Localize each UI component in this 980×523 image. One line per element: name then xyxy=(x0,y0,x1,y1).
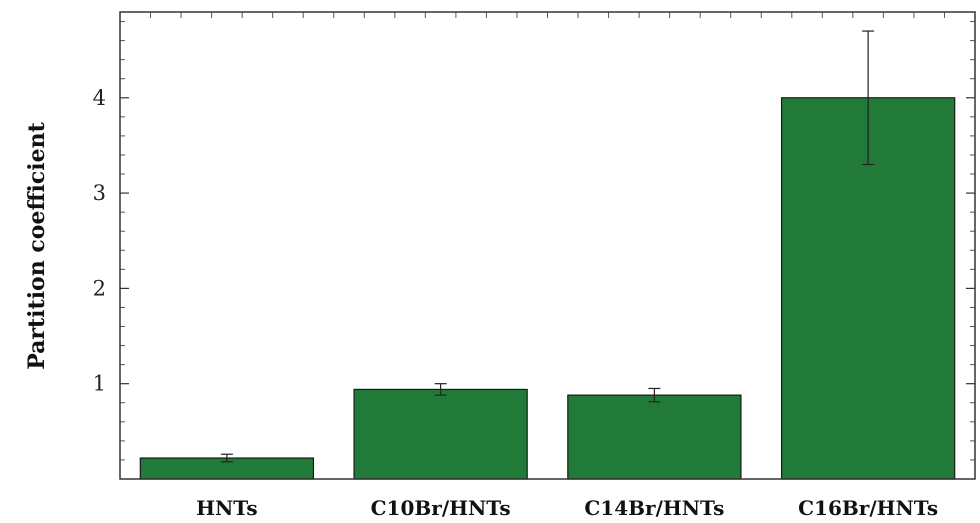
y-tick-label: 2 xyxy=(93,276,106,300)
y-tick-label: 3 xyxy=(93,181,106,205)
y-tick-label: 1 xyxy=(93,372,106,396)
category-label: HNTs xyxy=(196,496,257,520)
category-labels: HNTs C10Br/HNTs C14Br/HNTs C16Br/HNTs xyxy=(196,496,938,520)
category-label: C14Br/HNTs xyxy=(584,496,724,520)
bar-c10br-hnts xyxy=(353,388,528,480)
category-label: C16Br/HNTs xyxy=(798,496,938,520)
error-bar xyxy=(220,453,233,463)
plot-frame xyxy=(119,11,976,480)
error-bars-layer xyxy=(220,30,875,463)
error-bar xyxy=(862,30,875,166)
y-tick-label: 4 xyxy=(93,86,106,110)
bar-c14br-hnts xyxy=(567,394,742,480)
error-bar xyxy=(434,383,447,396)
category-label: C10Br/HNTs xyxy=(371,496,511,520)
ticks-layer xyxy=(120,12,975,461)
bars-layer xyxy=(139,97,956,480)
y-tick-labels: 1 2 3 4 xyxy=(93,86,106,396)
y-axis-title: Partition coefficient xyxy=(24,121,50,369)
error-bar xyxy=(648,387,661,403)
